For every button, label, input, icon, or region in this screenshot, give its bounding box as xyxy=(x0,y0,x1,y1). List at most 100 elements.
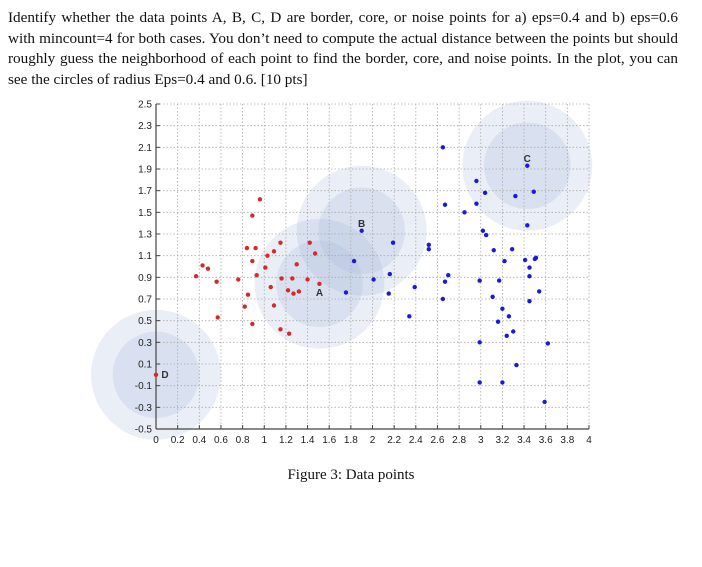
y-tick-label: 2.5 xyxy=(138,100,152,111)
y-tick-label: 0.3 xyxy=(138,338,152,349)
blue-point xyxy=(500,380,505,385)
red-point xyxy=(278,327,283,332)
x-tick-label: 2.6 xyxy=(430,435,444,446)
x-tick-label: 1.8 xyxy=(344,435,358,446)
x-tick-label: 2.8 xyxy=(452,435,466,446)
blue-point xyxy=(483,232,489,238)
blue-point xyxy=(531,189,536,194)
red-point xyxy=(250,258,255,264)
red-point xyxy=(279,276,284,281)
blue-point xyxy=(502,258,507,264)
y-tick-label: 1.1 xyxy=(138,251,152,262)
blue-point xyxy=(387,271,393,277)
y-tick-label: 1.7 xyxy=(138,186,152,197)
blue-point xyxy=(446,272,451,278)
y-tick-label: 1.5 xyxy=(138,208,152,219)
figure-caption: Figure 3: Data points xyxy=(287,467,415,483)
red-point xyxy=(250,321,255,327)
blue-point xyxy=(511,329,516,334)
red-point xyxy=(294,262,299,267)
red-point xyxy=(253,245,258,251)
question-text: Identify whether the data points A, B, C… xyxy=(8,9,678,88)
x-tick-label: 0.4 xyxy=(192,435,206,446)
red-point xyxy=(265,253,270,258)
blue-point xyxy=(491,248,496,253)
blue-point xyxy=(390,240,396,245)
x-tick-label: 0.8 xyxy=(236,435,250,446)
blue-point xyxy=(371,277,376,282)
blue-point xyxy=(537,289,542,294)
blue-point xyxy=(442,202,448,207)
blue-point xyxy=(513,193,518,199)
blue-point xyxy=(359,228,364,233)
x-tick-label: 4 xyxy=(586,435,592,446)
y-tick-label: 0.1 xyxy=(138,360,152,371)
blue-point xyxy=(522,257,528,263)
red-point xyxy=(236,277,241,282)
blue-point xyxy=(509,246,515,252)
blue-point xyxy=(480,228,486,233)
red-point xyxy=(245,292,251,297)
blue-point xyxy=(545,341,551,346)
red-point xyxy=(305,277,310,282)
y-tick-label: 2.1 xyxy=(138,143,152,154)
y-tick-label: 1.9 xyxy=(138,165,152,176)
y-tick-label: 2.3 xyxy=(138,121,152,132)
blue-point xyxy=(496,278,502,283)
blue-point xyxy=(351,258,357,264)
y-tick-label: 0.7 xyxy=(138,295,152,306)
blue-point xyxy=(407,314,412,319)
red-point xyxy=(153,372,159,378)
blue-point xyxy=(495,319,501,324)
blue-point xyxy=(525,163,530,168)
red-point xyxy=(271,303,277,308)
eps-circles xyxy=(91,100,593,440)
blue-point xyxy=(442,279,448,284)
x-tick-label: 0.6 xyxy=(214,435,228,446)
x-tick-label: 3.8 xyxy=(560,435,574,446)
blue-point xyxy=(527,265,532,270)
x-tick-label: 0 xyxy=(153,435,159,446)
blue-point xyxy=(542,399,547,405)
red-point xyxy=(278,240,283,245)
x-tick-label: 3.4 xyxy=(517,435,531,446)
y-tick-label: -0.5 xyxy=(135,425,153,436)
blue-point xyxy=(532,256,538,262)
red-point xyxy=(215,315,220,320)
red-point xyxy=(244,245,250,251)
x-tick-label: 0.2 xyxy=(171,435,185,446)
blue-point xyxy=(426,242,431,248)
x-tick-label: 1.4 xyxy=(301,435,315,446)
x-tick-label: 2 xyxy=(370,435,376,446)
red-point xyxy=(200,263,205,268)
y-tick-label: -0.3 xyxy=(135,403,153,414)
red-point xyxy=(263,265,268,270)
point-label-c: C xyxy=(524,154,531,165)
y-tick-label: 0.9 xyxy=(138,273,152,284)
x-tick-label: 2.2 xyxy=(387,435,401,446)
blue-point xyxy=(440,296,446,302)
blue-point xyxy=(343,290,349,295)
blue-point xyxy=(477,278,482,283)
blue-point xyxy=(440,145,446,150)
blue-point xyxy=(504,333,509,339)
blue-point xyxy=(474,201,479,206)
blue-point xyxy=(474,178,479,184)
x-tick-label: 1.6 xyxy=(322,435,336,446)
blue-point xyxy=(426,246,431,252)
blue-point xyxy=(477,380,482,385)
axes: 0 0.2 0.4 0.6 0.8 1 1.2 1.4 1.6 1.8 2 2.2 2.4 2.6 2.8 3… xyxy=(135,100,592,447)
blue-point xyxy=(462,210,467,215)
blue-point xyxy=(412,284,417,290)
data-points xyxy=(153,145,551,405)
x-tick-label: 3.6 xyxy=(539,435,553,446)
red-point xyxy=(271,249,277,254)
blue-point xyxy=(490,294,495,300)
red-point xyxy=(285,288,291,293)
x-tick-label: 1 xyxy=(261,435,267,446)
blue-point xyxy=(514,362,519,368)
blue-point xyxy=(386,291,391,296)
y-tick-label: 0.5 xyxy=(138,316,152,327)
red-point xyxy=(291,291,296,296)
